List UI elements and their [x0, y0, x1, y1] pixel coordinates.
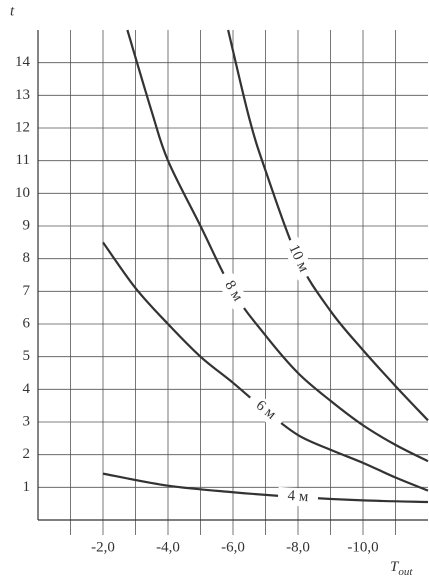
curve-label-bg — [277, 486, 319, 508]
curve — [126, 29, 429, 463]
y-tick-label: 8 — [23, 250, 31, 266]
x-axis-label-main: T — [390, 559, 400, 575]
x-tick-label: -6,0 — [221, 539, 245, 555]
y-tick-label: 2 — [23, 446, 31, 462]
x-axis-label-sub: out — [398, 566, 413, 578]
y-tick-label: 7 — [23, 283, 31, 299]
curve-label-bg — [215, 269, 251, 314]
y-tick-label: 9 — [23, 217, 31, 233]
y-tick-label: 10 — [15, 185, 30, 201]
curve-label-group: 4 м — [277, 486, 319, 508]
y-tick-label: 13 — [15, 87, 30, 103]
x-tick-label: -4,0 — [156, 539, 180, 555]
y-tick-label: 5 — [23, 348, 31, 364]
y-tick-label: 6 — [23, 315, 31, 331]
x-tick-label: -10,0 — [347, 539, 378, 555]
y-tick-label: 12 — [15, 119, 30, 135]
curve-label: 4 м — [287, 488, 309, 505]
y-tick-label: 11 — [16, 152, 30, 168]
curve-label-bg — [244, 391, 287, 431]
y-tick-label: 4 — [23, 381, 31, 397]
curve — [227, 29, 429, 422]
x-tick-label: -2,0 — [91, 539, 115, 555]
y-tick-label: 14 — [15, 54, 31, 70]
curve-label-bg — [281, 236, 315, 281]
x-axis-label: Tout — [390, 559, 413, 577]
x-tick-label: -8,0 — [286, 539, 310, 555]
y-tick-label: 1 — [23, 479, 31, 495]
curve — [102, 472, 429, 504]
y-axis-label: t — [10, 3, 15, 19]
y-tick-label: 3 — [23, 413, 31, 429]
